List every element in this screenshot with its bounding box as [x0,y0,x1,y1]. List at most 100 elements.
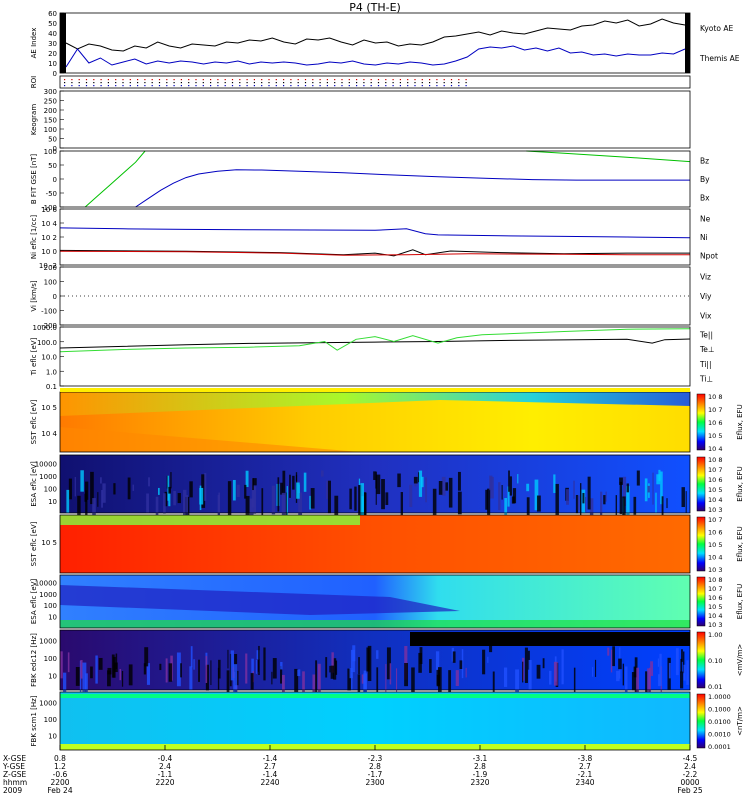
footer-value: 2220 [155,778,174,787]
colorbar-tick: 10 5 [708,541,722,549]
colorbar-esa-ions [696,456,706,512]
heatmap-streak [612,646,615,667]
heatmap-streak [204,473,207,501]
roi-dot [151,85,153,87]
roi-dot [465,85,467,87]
roi-dot [275,82,277,84]
roi-dot [436,79,438,81]
footer-value: 2300 [365,778,384,787]
legend-entry: Bz [700,156,709,165]
ylabel-density: Ni eflc [1/cc] [30,215,38,259]
heatmap-streak [445,482,449,491]
footer-value: -1.9 [473,770,488,779]
footer-value: Feb 25 [677,786,702,795]
roi-dot [429,79,431,81]
heatmap-streak [281,674,285,695]
footer-value: -3.8 [578,754,593,763]
heatmap-streak [205,655,208,683]
roi-dot [253,85,255,87]
roi-dot [231,85,234,87]
roi-dot [297,82,299,84]
heatmap-band [60,427,360,452]
frame-bfield [59,150,691,208]
heatmap-streak [263,647,266,681]
roi-dot [407,82,409,84]
heatmap-band [60,620,690,628]
heatmap-streak [309,495,312,510]
heatmap-streak [615,495,618,523]
roi-dot [261,82,263,84]
ytick-label: 10000 [35,460,57,468]
heatmap-streak [381,479,385,510]
footer-value: 2.4 [159,762,171,771]
heatmap-streak [507,486,510,507]
colorbar-tick: 10 8 [708,456,722,464]
heatmap-streak [624,666,628,701]
roi-dot [414,79,416,81]
roi-dot [210,85,212,87]
roi-dot [173,82,175,84]
roi-dot [429,85,431,87]
roi-dot [436,82,438,84]
roi-dot [377,82,380,84]
heatmap-streak [528,659,532,691]
roi-dot [253,79,255,81]
heatmap-streak [271,671,273,685]
heatmap-streak [680,658,683,673]
roi-dot [407,79,409,81]
ylabel-keogram: Keogram [30,104,38,135]
heatmap-streak [577,495,580,511]
colorbar-tick: 10 3 [708,621,722,629]
roi-dot [210,79,212,81]
roi-dot [363,79,365,81]
colorbar-label: Eflux, EFU [736,526,744,561]
heatmap-streak [281,492,286,528]
heatmap-streak [573,480,575,499]
heatmap-streak [605,491,607,502]
heatmap-streak [170,472,172,489]
heatmap-streak [302,671,305,701]
roi-dot [217,82,219,84]
colorbar-tick: 0.0100 [708,718,731,726]
roi-dot [180,85,182,87]
heatmap-streak [647,485,650,493]
ytick-label: 100 [44,279,57,287]
heatmap-streak [666,498,668,509]
heatmap-streak [548,670,552,685]
heatmap-streak [333,658,337,680]
heatmap-esa-ions [60,455,690,513]
heatmap-streak [610,649,613,673]
heatmap-streak [526,483,530,492]
footer-value: 1.2 [54,762,66,771]
roi-dot [224,79,226,81]
heatmap-streak [165,658,168,683]
ytick-label: 10000 [35,580,57,588]
footer-row-label: X-GSE [3,754,26,763]
heatmap-streak [397,473,401,488]
roi-dot [122,82,124,84]
roi-dot [414,82,416,84]
roi-dot [151,79,153,81]
heatmap-streak [67,652,70,673]
ytick-label: 40 [48,30,57,38]
heatmap-streak [385,492,389,505]
legend-entry: Te⊥ [699,345,714,354]
heatmap-streak [168,486,171,494]
heatmap-streak [452,651,456,663]
heatmap-streak [404,662,409,687]
roi-dot [239,82,241,84]
plot-area-roi [60,76,690,88]
heatmap-streak [482,649,486,675]
heatmap-streak [432,488,437,516]
roi-dot [385,85,387,87]
colorbar-tick: 10 4 [708,445,722,453]
heatmap-streak [95,655,98,684]
roi-dot [166,79,168,81]
ytick-label: 10 [48,733,57,741]
ytick-label: -200 [41,322,57,330]
roi-dot [144,85,146,87]
footer-value: -1.4 [263,770,278,779]
heatmap-streak [113,656,116,678]
colorbar-tick: 10 8 [708,576,722,584]
heatmap-streak [289,474,291,498]
